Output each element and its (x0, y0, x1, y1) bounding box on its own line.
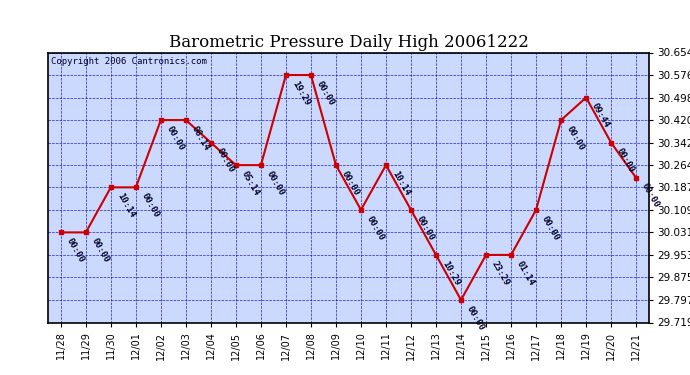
Title: Barometric Pressure Daily High 20061222: Barometric Pressure Daily High 20061222 (168, 34, 529, 51)
Text: 00:00: 00:00 (315, 79, 336, 107)
Text: 01:14: 01:14 (515, 259, 536, 287)
Text: 00:00: 00:00 (90, 237, 111, 264)
Text: 00:00: 00:00 (640, 182, 662, 210)
Text: 00:00: 00:00 (215, 147, 236, 174)
Text: 08:14: 08:14 (190, 124, 211, 152)
Text: 00:00: 00:00 (65, 237, 86, 264)
Text: 00:00: 00:00 (540, 214, 562, 242)
Text: 23:29: 23:29 (490, 259, 511, 287)
Text: 09:44: 09:44 (590, 102, 611, 129)
Text: 00:00: 00:00 (415, 214, 436, 242)
Text: 19:29: 19:29 (290, 79, 311, 107)
Text: 10:29: 10:29 (440, 259, 462, 287)
Text: 00:00: 00:00 (265, 169, 286, 197)
Text: 00:00: 00:00 (365, 214, 386, 242)
Text: 00:00: 00:00 (340, 169, 362, 197)
Text: Copyright 2006 Cantronics.com: Copyright 2006 Cantronics.com (51, 57, 207, 66)
Text: 10:14: 10:14 (390, 169, 411, 197)
Text: 10:14: 10:14 (115, 192, 136, 219)
Text: 00:00: 00:00 (165, 124, 186, 152)
Text: 00:00: 00:00 (615, 147, 636, 174)
Text: 00:00: 00:00 (140, 192, 161, 219)
Text: 00:00: 00:00 (465, 304, 486, 332)
Text: 00:00: 00:00 (565, 124, 586, 152)
Text: 05:14: 05:14 (240, 169, 262, 197)
